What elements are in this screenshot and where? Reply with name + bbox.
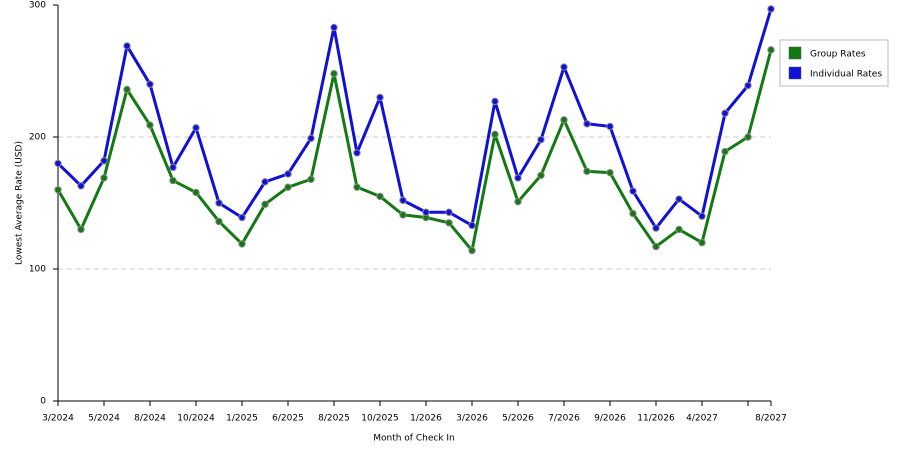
point bbox=[629, 209, 637, 218]
x-tick-label: 6/2025 bbox=[272, 414, 304, 424]
point bbox=[468, 221, 476, 230]
x-tick-label: 4/2027 bbox=[686, 414, 718, 424]
point bbox=[215, 217, 223, 226]
point bbox=[468, 246, 476, 255]
point bbox=[100, 174, 108, 182]
point bbox=[583, 120, 591, 128]
point bbox=[583, 167, 591, 176]
legend-label: Group Rates bbox=[810, 50, 866, 60]
point bbox=[744, 81, 752, 90]
point bbox=[123, 85, 131, 94]
point bbox=[514, 174, 522, 182]
x-tick-label: 8/2024 bbox=[134, 414, 166, 424]
point bbox=[330, 69, 338, 78]
point bbox=[491, 97, 499, 106]
point bbox=[376, 192, 384, 201]
point bbox=[767, 46, 775, 54]
point bbox=[123, 42, 131, 50]
point bbox=[261, 178, 269, 186]
point bbox=[560, 63, 568, 71]
point bbox=[606, 122, 614, 131]
x-tick-label: 3/2026 bbox=[456, 414, 488, 424]
x-tick-label: 7/2026 bbox=[548, 414, 580, 424]
y-tick-label: 200 bbox=[29, 133, 46, 143]
point bbox=[698, 238, 706, 247]
point bbox=[100, 157, 108, 165]
point bbox=[54, 159, 62, 168]
legend-label: Individual Rates bbox=[810, 70, 882, 80]
y-tick-label: 100 bbox=[29, 265, 46, 275]
x-tick-label: 8/2025 bbox=[318, 414, 350, 424]
point bbox=[491, 130, 499, 139]
point bbox=[169, 176, 177, 185]
point bbox=[284, 170, 292, 178]
point bbox=[606, 168, 614, 177]
point bbox=[445, 219, 453, 227]
x-tick-label: 9/2026 bbox=[594, 414, 626, 424]
point bbox=[767, 5, 775, 13]
point bbox=[652, 224, 660, 232]
point bbox=[744, 133, 752, 141]
point bbox=[192, 188, 200, 197]
point bbox=[261, 200, 269, 209]
point bbox=[353, 183, 361, 191]
point bbox=[675, 195, 683, 203]
point bbox=[353, 149, 361, 157]
x-tick-label: 1/2026 bbox=[410, 414, 442, 424]
legend-swatch bbox=[788, 66, 802, 80]
point bbox=[54, 186, 62, 194]
series-line bbox=[56, 49, 773, 253]
point bbox=[330, 23, 338, 32]
point bbox=[238, 213, 246, 222]
point bbox=[721, 109, 729, 117]
x-tick-label: 5/2024 bbox=[88, 414, 120, 424]
y-tick-label: 0 bbox=[40, 397, 46, 407]
point bbox=[399, 196, 407, 205]
x-tick-label: 10/2025 bbox=[361, 414, 398, 424]
legend-swatch bbox=[788, 46, 802, 60]
point bbox=[537, 171, 545, 179]
point bbox=[77, 182, 85, 190]
point bbox=[721, 147, 729, 156]
point bbox=[284, 183, 292, 191]
point bbox=[169, 163, 177, 172]
point bbox=[399, 211, 407, 219]
point bbox=[238, 240, 246, 248]
point bbox=[146, 121, 154, 129]
point bbox=[77, 225, 85, 234]
series-line bbox=[56, 8, 773, 230]
point bbox=[215, 199, 223, 207]
x-tick-label: 11/2026 bbox=[637, 414, 675, 424]
x-tick-label: 10/2024 bbox=[177, 414, 215, 424]
point bbox=[307, 175, 315, 183]
x-tick-label: 8/2027 bbox=[755, 414, 787, 424]
point bbox=[422, 208, 430, 216]
x-tick-label: 3/2024 bbox=[42, 414, 74, 424]
point bbox=[537, 135, 545, 144]
y-tick-label: 300 bbox=[29, 1, 46, 11]
point bbox=[629, 187, 637, 195]
x-tick-label: 1/2025 bbox=[226, 414, 258, 424]
point bbox=[560, 116, 568, 124]
point bbox=[698, 212, 706, 220]
point bbox=[652, 242, 660, 251]
x-tick-label: 5/2026 bbox=[502, 414, 534, 424]
point bbox=[307, 134, 315, 143]
x-axis-label: Month of Check In bbox=[373, 434, 455, 444]
point bbox=[192, 124, 200, 132]
point bbox=[514, 197, 522, 206]
point bbox=[445, 208, 453, 216]
y-axis-label: Lowest Average Rate (USD) bbox=[15, 141, 25, 265]
point bbox=[675, 225, 683, 234]
point bbox=[376, 93, 384, 102]
point bbox=[146, 80, 154, 88]
